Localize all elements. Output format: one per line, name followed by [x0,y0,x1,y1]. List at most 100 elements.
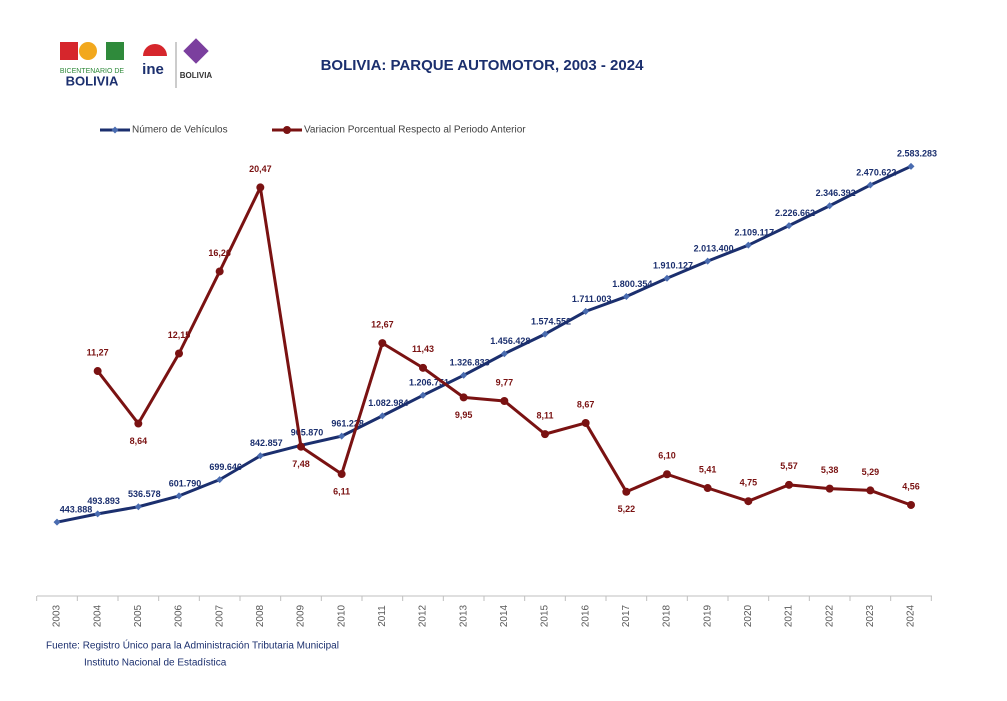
legend-label: Número de Vehículos [132,125,228,136]
value-label: 5,38 [821,465,839,475]
x-tick-label: 2022 [824,604,835,627]
value-label: 6,10 [658,451,676,461]
point [215,267,224,276]
point [419,391,427,399]
value-label: 1.082.984 [368,398,408,408]
point [93,367,102,376]
logo-square [60,42,78,60]
point [744,241,752,249]
x-tick-label: 2019 [702,604,713,627]
point [785,480,793,489]
point [866,181,874,189]
point [53,518,61,526]
legend-label: Variacion Porcentual Respecto al Periodo… [304,125,526,136]
x-tick-label: 2018 [662,604,673,627]
value-label: 1.800.354 [612,279,652,289]
x-tick-label: 2014 [499,604,510,627]
point [378,412,386,420]
x-tick-label: 2005 [133,604,144,627]
value-label: 2.346.392 [816,188,856,198]
source: Instituto Nacional de Estadística [84,658,227,669]
value-label: 4,75 [740,478,758,488]
value-label: 842.857 [250,438,283,448]
x-tick-label: 2016 [580,604,591,627]
point [581,418,590,427]
value-label: 5,29 [862,467,880,477]
logo-text: BOLIVIA [66,73,119,88]
point [663,470,671,479]
point [256,183,265,192]
value-label: 2.470.622 [856,167,896,177]
logo-text: BICENTENARIO DE [60,68,125,75]
x-tick-label: 2020 [743,604,754,627]
point [622,487,631,496]
x-tick-label: 2008 [255,604,266,627]
x-tick-label: 2012 [418,604,429,627]
point [175,492,183,500]
point [337,470,346,479]
point [419,363,427,372]
value-label: 2.226.662 [775,208,815,218]
value-label: 699.646 [209,462,242,472]
source: Fuente: Registro Único para la Administr… [46,639,339,652]
point [459,393,468,402]
value-label: 2.109.117 [735,228,775,238]
point [825,484,834,493]
logo-square [106,42,124,60]
x-tick-label: 2021 [784,604,795,627]
value-label: 8,11 [536,410,553,420]
point [541,430,549,439]
point [744,497,753,506]
value-label: 4,56 [902,481,920,491]
value-label: 5,41 [699,464,717,474]
logo-text: ine [142,61,164,78]
point [378,339,387,348]
value-label: 2.013.400 [694,243,734,253]
x-tick-label: 2010 [336,604,347,627]
point [175,349,183,358]
x-tick-label: 2015 [540,604,551,627]
value-label: 11,27 [87,347,109,357]
point [338,432,346,440]
value-label: 601.790 [169,478,202,488]
point [134,419,143,428]
point [94,510,102,518]
value-label: 536.578 [128,489,161,499]
point [907,162,915,170]
x-tick-label: 2003 [52,604,63,627]
point [826,202,834,210]
value-label: 5,57 [780,461,798,471]
value-label: 7,48 [292,459,310,469]
logo-text: BOLIVIA [180,71,213,80]
value-label: 1.456.428 [490,336,530,346]
value-label: 6,11 [333,486,350,496]
point [500,350,508,358]
value-label: 11,43 [412,344,434,354]
x-tick-label: 2017 [621,604,632,627]
value-label: 1.711.003 [572,294,612,304]
point [866,486,875,495]
logo-circle [79,42,97,60]
value-label: 16,26 [208,248,231,258]
x-tick-label: 2004 [92,604,103,627]
point [907,500,915,509]
point [663,274,671,282]
legend-marker [111,126,119,134]
value-label: 905.870 [291,428,324,438]
series-line [56,164,912,524]
x-tick-label: 2024 [906,604,917,627]
x-tick-label: 2023 [865,604,876,627]
value-label: 1.574.552 [531,316,571,326]
value-label: 8,64 [130,436,148,446]
value-label: 493.893 [87,496,120,506]
point [216,476,224,484]
point [582,307,590,315]
value-label: 12,67 [371,319,394,329]
point [256,452,264,460]
value-label: 12,15 [168,330,191,340]
logo-arc [143,44,167,56]
point [460,371,468,379]
chart-title: BOLIVIA: PARQUE AUTOMOTOR, 2003 - 2024 [321,57,645,74]
point [541,330,549,338]
